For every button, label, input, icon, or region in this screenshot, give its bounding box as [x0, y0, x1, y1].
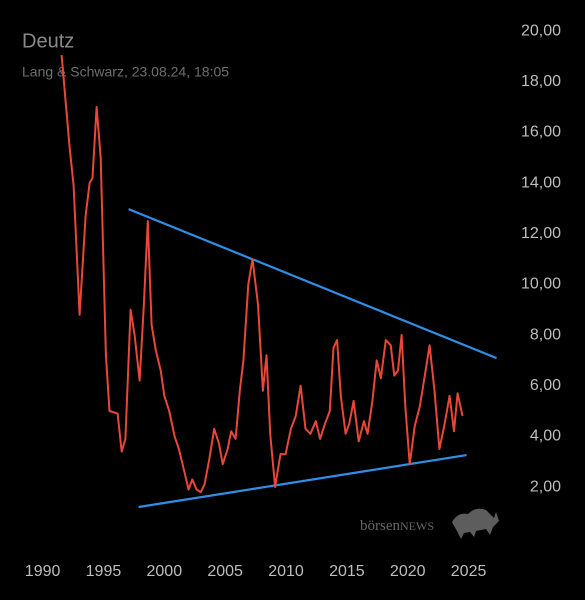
- x-tick-label: 2010: [268, 563, 304, 580]
- watermark-text: börsenNEWS: [360, 518, 434, 534]
- chart-title: Deutz: [22, 30, 74, 52]
- watermark-b: NEWS: [400, 519, 434, 533]
- y-tick-label: 6,00: [530, 377, 561, 394]
- watermark: börsenNEWS: [360, 508, 499, 539]
- y-tick-label: 14,00: [521, 174, 561, 191]
- y-tick-label: 10,00: [521, 276, 561, 293]
- y-tick-label: 12,00: [521, 225, 561, 242]
- plot: 2,00 4,00 6,00 8,00 10,00 12,00 14,00 16,00 18,0…: [25, 22, 561, 580]
- watermark-a: börsen: [360, 518, 400, 534]
- y-tick-label: 2,00: [530, 478, 561, 495]
- price-line: [60, 55, 464, 494]
- x-tick-label: 1995: [86, 563, 122, 580]
- trend-line: [138, 454, 467, 509]
- watermark-bull: [452, 508, 499, 539]
- y-tick-label: 16,00: [521, 124, 561, 141]
- x-tick-label: 1990: [25, 563, 61, 580]
- y-tick-label: 8,00: [530, 326, 561, 343]
- y-tick-label: 20,00: [521, 22, 561, 39]
- x-tick-label: 2020: [390, 563, 426, 580]
- x-tick-label: 2005: [207, 563, 243, 580]
- y-tick-label: 18,00: [521, 73, 561, 90]
- chart-subtitle: Lang & Schwarz, 23.08.24, 18:05: [22, 64, 229, 80]
- x-tick-label: 2025: [451, 563, 487, 580]
- trend-line: [128, 208, 498, 360]
- x-tick-label: 2000: [147, 563, 183, 580]
- x-tick-label: 2015: [329, 563, 365, 580]
- y-tick-label: 4,00: [530, 428, 561, 445]
